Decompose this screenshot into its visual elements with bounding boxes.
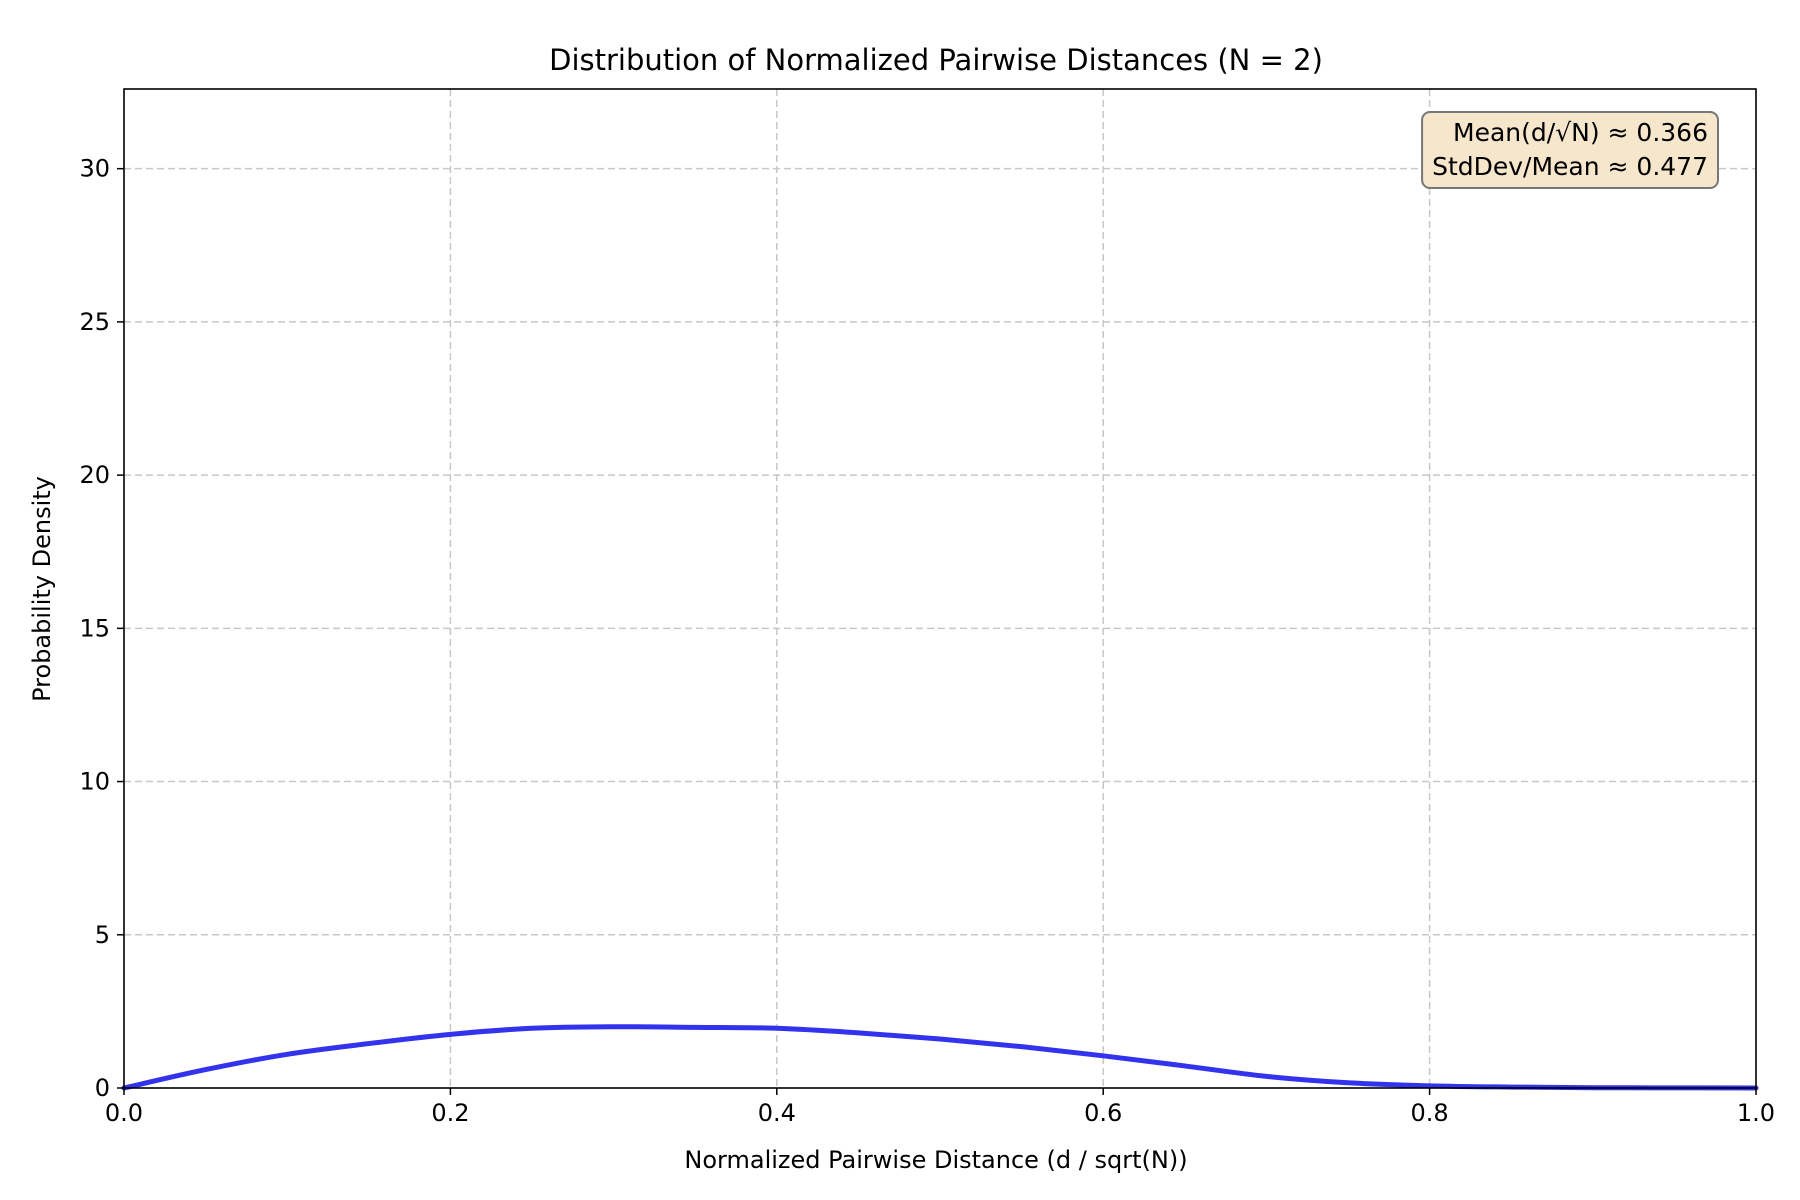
- x-tick-label: 0.8: [1411, 1099, 1449, 1127]
- y-tick-label: 0: [95, 1074, 110, 1102]
- annotation-box: [1421, 111, 1719, 189]
- y-tick-label: 15: [79, 614, 110, 642]
- y-tick-label: 25: [79, 308, 110, 336]
- y-tick-label: 5: [95, 921, 110, 949]
- plot-frame: [123, 88, 1757, 1089]
- chart-title: Distribution of Normalized Pairwise Dist…: [549, 43, 1323, 77]
- stats-annotation: Mean(d/√N) ≈ 0.366 StdDev/Mean ≈ 0.477: [1421, 111, 1719, 189]
- y-tick-label: 20: [79, 461, 110, 489]
- x-tick-label: 0.0: [105, 1099, 143, 1127]
- x-axis-ticks: 0.0 0.2 0.4 0.6 0.8 1.0: [105, 1088, 1775, 1127]
- x-tick-label: 0.6: [1084, 1099, 1122, 1127]
- x-tick-label: 0.2: [431, 1099, 469, 1127]
- x-tick-label: 0.4: [758, 1099, 796, 1127]
- x-tick-label: 1.0: [1737, 1099, 1775, 1127]
- y-tick-label: 10: [79, 768, 110, 796]
- y-tick-label: 30: [79, 155, 110, 183]
- y-axis-label: Probability Density: [28, 476, 56, 702]
- series-group: [121, 1024, 1759, 1091]
- density-curve: [121, 1024, 1759, 1091]
- grid: [124, 89, 1756, 1088]
- annotation-cv: StdDev/Mean ≈ 0.477: [1432, 152, 1708, 181]
- y-axis-ticks: 0 5 10 15 20 25 30: [79, 155, 124, 1102]
- x-axis-label: Normalized Pairwise Distance (d / sqrt(N…: [684, 1146, 1187, 1174]
- annotation-mean: Mean(d/√N) ≈ 0.366: [1453, 118, 1708, 147]
